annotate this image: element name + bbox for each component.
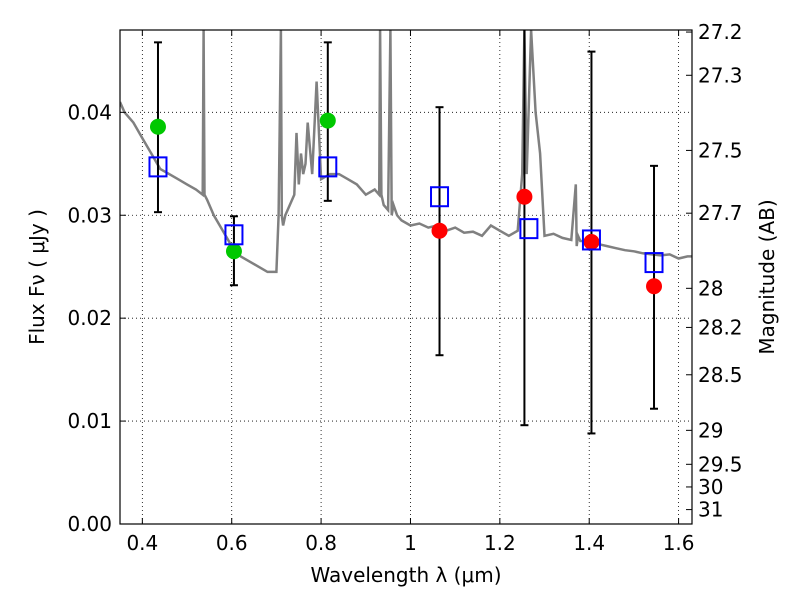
x-tick-label: 1.4 <box>573 531 605 555</box>
red-data-point <box>583 234 600 251</box>
right-tick-label: 27.5 <box>698 138 743 162</box>
right-tick-label: 29 <box>698 418 723 442</box>
y-tick-label: 0.02 <box>67 306 112 330</box>
model-square-point <box>148 156 168 178</box>
right-axis-label: Magnitude (AB) <box>755 199 779 354</box>
model-square-point <box>430 186 450 208</box>
right-tick-label: 27.2 <box>698 20 743 44</box>
green-data-point <box>225 243 242 260</box>
spectrum-line <box>120 30 692 274</box>
right-tick-label: 27.3 <box>698 63 743 87</box>
red-data-point <box>431 222 448 239</box>
x-tick-label: 1.2 <box>484 531 516 555</box>
x-tick-label: 1 <box>404 531 417 555</box>
y-tick-label: 0.04 <box>67 100 112 124</box>
y-tick-label: 0.01 <box>67 409 112 433</box>
data-markers <box>148 112 664 295</box>
y-tick-label: 0.03 <box>67 203 112 227</box>
template-spectrum <box>120 30 692 274</box>
right-tick-label: 28.5 <box>698 363 743 387</box>
ticks: 0.4 0.6 0.8 1 1.2 1.4 1.6 0.00 0.01 0.02 0.03 0.04 2… <box>67 20 742 555</box>
model-square-point <box>581 229 601 251</box>
y-tick-label: 0.00 <box>67 512 112 536</box>
model-square-point <box>318 156 338 178</box>
right-tick-label: 29.5 <box>698 452 743 476</box>
x-tick-label: 0.8 <box>305 531 337 555</box>
right-tick-label: 31 <box>698 498 723 522</box>
x-tick-label: 1.6 <box>663 531 695 555</box>
grid <box>120 30 692 525</box>
x-tick-label: 0.6 <box>216 531 248 555</box>
green-data-point <box>149 118 166 135</box>
right-tick-label: 30 <box>698 475 723 499</box>
red-data-point <box>646 278 663 295</box>
y-axis-label: Flux Fν ( μJy ) <box>25 209 49 345</box>
right-tick-label: 27.7 <box>698 201 743 225</box>
right-tick-label: 28 <box>698 276 723 300</box>
model-square-point <box>644 252 664 274</box>
error-bar <box>520 30 529 427</box>
x-axis-label: Wavelength λ (μm) <box>310 563 501 587</box>
right-tick-label: 28.2 <box>698 315 743 339</box>
plot-frame <box>119 29 693 525</box>
green-data-point <box>319 112 336 129</box>
red-data-point <box>516 188 533 205</box>
model-square-point <box>519 218 539 240</box>
x-tick-label: 0.4 <box>126 531 158 555</box>
model-square-point <box>224 224 244 246</box>
